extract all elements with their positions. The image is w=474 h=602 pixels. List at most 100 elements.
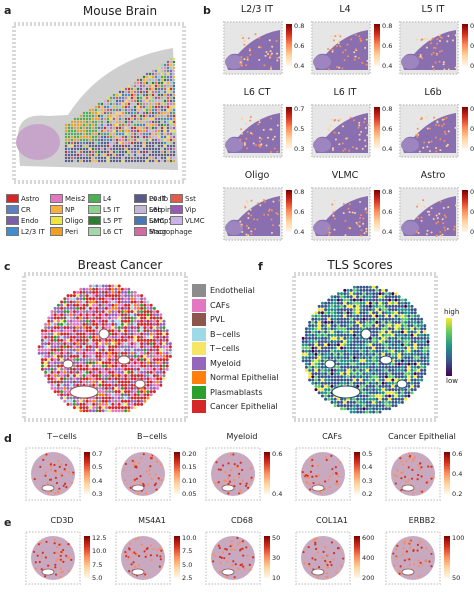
legend-label: L6 CT xyxy=(103,227,123,236)
legend-label: Vip xyxy=(185,205,197,214)
legend-item: Sst xyxy=(170,194,196,203)
legend-swatch xyxy=(170,216,183,225)
colorbar-tick: 0.10 xyxy=(182,476,197,485)
panel-f-title: TLS Scores xyxy=(327,258,393,272)
colorbar xyxy=(84,452,90,494)
panel-e-label: e xyxy=(4,516,12,529)
legend-swatch xyxy=(88,216,101,225)
legend-swatch xyxy=(134,194,147,203)
legend-item: Cancer Epithelial xyxy=(192,400,278,413)
colorbar xyxy=(174,452,180,494)
colorbar-tick: 0.4 xyxy=(362,463,373,472)
colorbar-tick: 0.6 xyxy=(382,208,393,216)
colorbar xyxy=(84,536,90,578)
colorbar-tick: 0.7 xyxy=(92,450,103,458)
legend-label: Serpinf1 xyxy=(149,205,179,214)
map-title: L4 xyxy=(339,4,351,15)
map-title: CD3D xyxy=(50,516,74,525)
legend-label: Sncg xyxy=(149,227,167,236)
colorbar-tick: 0.8 xyxy=(294,22,305,30)
legend-swatch xyxy=(192,342,206,355)
colorbar xyxy=(286,24,292,66)
colorbar xyxy=(354,536,360,578)
colorbar-tick: 0.5 xyxy=(92,463,103,472)
colorbar-tick: 0.4 xyxy=(294,228,305,236)
legend-swatch xyxy=(192,356,206,370)
colorbar-tick: 0.8 xyxy=(382,22,393,30)
legend-label: L5 PT xyxy=(103,216,123,225)
colorbar-tick: 2.5 xyxy=(182,574,193,582)
colorbar-tick: 0.6 xyxy=(294,208,305,216)
map-title: L6 CT xyxy=(243,87,271,98)
colorbar-tick: 30 xyxy=(272,554,281,562)
legend-swatch xyxy=(134,227,147,236)
legend-item: L4 xyxy=(88,194,111,203)
panel-d-row: T−cells 0.7 0.5 0.4 0.3 B−cells 0.20 0.15 0.10 0.… xyxy=(14,428,474,516)
legend-swatch xyxy=(6,205,19,214)
map-title: L6 IT xyxy=(333,87,357,98)
legend-item: Macrophage xyxy=(134,227,192,236)
legend-label: Myeloid xyxy=(210,358,241,368)
legend-item: Myeloid xyxy=(192,356,241,370)
celltype-proportion-map xyxy=(311,21,371,75)
legend-item: L5 IT xyxy=(88,205,120,214)
legend-item: Lamp5 xyxy=(134,216,173,225)
map-title: COL1A1 xyxy=(316,516,348,525)
colorbar-tick: 100 xyxy=(452,534,465,542)
mouse-brain-legend: Astro CR Endo L2/3 IT Meis2 NP Oligo Peri L4 L5 I… xyxy=(6,194,206,254)
legend-label: Plasmablasts xyxy=(210,387,263,397)
colorbar-tick: 0.6 xyxy=(382,42,393,50)
legend-swatch xyxy=(50,205,63,214)
colorbar-tick: 600 xyxy=(362,534,375,542)
legend-item: L2/3 IT xyxy=(6,227,45,236)
colorbar-tick: 10.0 xyxy=(92,547,107,556)
colorbar xyxy=(286,190,292,232)
panel-b-label: b xyxy=(203,4,211,17)
tumor-section-map xyxy=(115,531,171,585)
legend-label: PVL xyxy=(210,315,225,324)
colorbar-tick: 0.15 xyxy=(182,463,197,472)
colorbar-tick: 12.5 xyxy=(92,534,107,542)
legend-label: Macrophage xyxy=(149,227,193,236)
legend-item: T−cells xyxy=(192,342,240,355)
celltype-proportion-map xyxy=(223,21,283,75)
colorbar-tick: 0.4 xyxy=(272,490,283,498)
legend-label: Astro xyxy=(21,194,40,203)
colorbar xyxy=(264,536,270,578)
colorbar-tick: 0.6 xyxy=(294,42,305,50)
colorbar-tick: 0.2 xyxy=(470,62,474,70)
tumor-section-map xyxy=(385,447,441,501)
colorbar-tick: 0.3 xyxy=(362,476,373,485)
colorbar-tick: 0.8 xyxy=(382,188,393,196)
colorbar xyxy=(264,452,270,494)
tls-colorbar-low-label: low xyxy=(446,377,458,385)
colorbar-tick: 50 xyxy=(452,574,461,582)
legend-swatch xyxy=(192,400,206,413)
colorbar-tick: 0.4 xyxy=(382,62,393,70)
colorbar xyxy=(462,107,468,149)
panel-e-row: CD3D 12.5 10.0 7.5 5.0 MS4A1 10.0 7.5 5.0 2.5 CD68… xyxy=(14,512,474,602)
map-title: CD68 xyxy=(231,516,253,525)
legend-label: L2/3 IT xyxy=(21,227,45,236)
legend-item: Meis2 xyxy=(50,194,85,203)
tumor-section-map xyxy=(385,531,441,585)
colorbar-tick: 0.4 xyxy=(452,470,463,478)
legend-item: L6 IT xyxy=(134,194,166,203)
legend-swatch xyxy=(192,385,206,399)
colorbar-tick: 7.5 xyxy=(182,547,193,556)
legend-label: CAFs xyxy=(210,300,230,310)
colorbar-tick: 7.5 xyxy=(92,560,103,569)
legend-label: B−cells xyxy=(210,329,241,339)
breast-cancer-celltype-map xyxy=(22,272,188,422)
colorbar-tick: 0.4 xyxy=(470,42,474,50)
map-title: MS4A1 xyxy=(138,516,166,525)
colorbar xyxy=(462,24,468,66)
map-title: L5 IT xyxy=(421,4,445,15)
legend-swatch xyxy=(6,227,19,236)
legend-label: L6b xyxy=(149,205,162,214)
colorbar-tick: 200 xyxy=(362,574,375,582)
tls-colorbar xyxy=(446,318,452,376)
map-title: T−cells xyxy=(47,432,77,441)
legend-swatch xyxy=(134,205,147,214)
legend-label: Sst xyxy=(185,194,196,203)
